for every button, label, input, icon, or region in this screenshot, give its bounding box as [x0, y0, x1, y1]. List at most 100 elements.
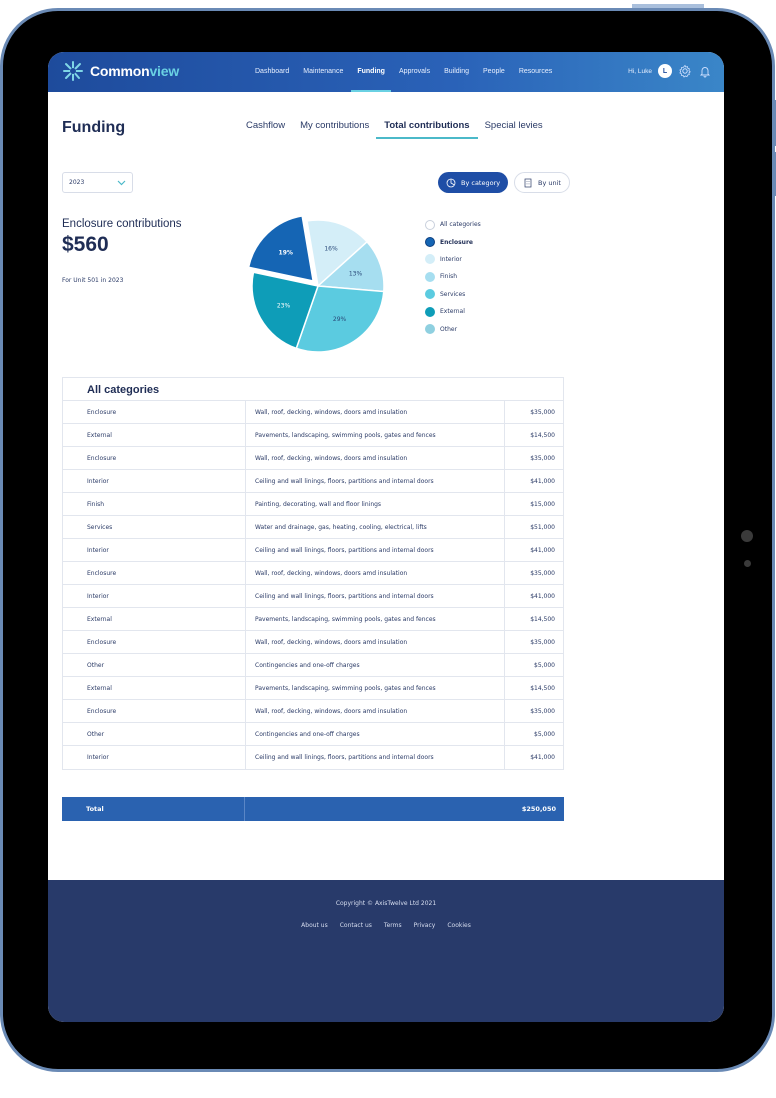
table-row: Interior Ceiling and wall linings, floors… — [63, 585, 563, 608]
row-amount: $35,000 — [530, 638, 555, 646]
year-select-value: 2023 — [69, 179, 85, 186]
legend-swatch — [425, 237, 435, 248]
legend-item-interior[interactable]: Interior — [425, 251, 481, 268]
row-amount: $5,000 — [534, 730, 555, 738]
footer-link-about[interactable]: About us — [301, 922, 328, 929]
by-unit-button[interactable]: By unit — [514, 172, 570, 193]
row-category: Interior — [63, 585, 246, 607]
legend-item-external[interactable]: External — [425, 303, 481, 320]
by-category-label: By category — [461, 178, 501, 187]
by-category-button[interactable]: By category — [438, 172, 509, 193]
footer-links: About us Contact us Terms Privacy Cookie… — [48, 922, 724, 929]
table-row: Enclosure Wall, roof, decking, windows, d… — [63, 562, 563, 585]
table-row: Enclosure Wall, roof, decking, windows, d… — [63, 700, 563, 723]
total-label: Total — [62, 797, 245, 821]
row-description: Wall, roof, decking, windows, doors amd … — [246, 447, 505, 469]
brand-logo[interactable]: Commonview — [62, 60, 179, 82]
legend-item-services[interactable]: Services — [425, 286, 481, 303]
by-unit-label: By unit — [538, 178, 561, 187]
legend-label: Interior — [440, 255, 462, 263]
row-description: Wall, roof, decking, windows, doors amd … — [246, 562, 505, 584]
row-amount: $35,000 — [530, 408, 555, 416]
device-sensor — [744, 560, 751, 567]
brand-name: Commonview — [90, 63, 179, 79]
pie-slice-external[interactable] — [251, 271, 319, 350]
row-category: Services — [63, 516, 246, 538]
pie-label-finish: 13% — [349, 270, 363, 277]
gear-icon[interactable] — [678, 64, 692, 78]
nav-item-approvals[interactable]: Approvals — [398, 68, 431, 75]
footer-link-privacy[interactable]: Privacy — [413, 922, 436, 929]
table-total-row: Total $250,050 — [62, 797, 564, 821]
legend-item-all[interactable]: All categories — [425, 216, 481, 233]
row-category: Other — [63, 654, 246, 676]
nav-item-people[interactable]: People — [483, 68, 505, 75]
top-navbar: Commonview Dashboard Maintenance Funding… — [48, 52, 724, 92]
footer: Copyright © AxisTwelve Ltd 2021 About us… — [48, 880, 724, 1022]
nav-item-building[interactable]: Building — [444, 68, 470, 75]
legend-label: Enclosure — [440, 238, 473, 246]
table-row: External Pavements, landscaping, swimming… — [63, 424, 563, 447]
tab-my-contributions[interactable]: My contributions — [300, 120, 370, 131]
nav-item-maintenance[interactable]: Maintenance — [303, 68, 344, 75]
row-description: Pavements, landscaping, swimming pools, … — [246, 424, 505, 446]
row-description: Ceiling and wall linings, floors, partit… — [246, 585, 505, 607]
footer-link-terms[interactable]: Terms — [383, 922, 402, 929]
pie-chart-icon — [446, 178, 456, 187]
category-pie-chart: 19% 16% 13% 29% 23% — [247, 215, 385, 353]
avatar[interactable]: L — [658, 64, 672, 78]
nav-item-resources[interactable]: Resources — [518, 68, 553, 75]
row-amount: $35,000 — [530, 454, 555, 462]
bell-icon[interactable] — [698, 64, 712, 78]
device-camera — [741, 530, 753, 542]
row-category: Other — [63, 723, 246, 745]
legend-swatch — [425, 324, 435, 335]
row-description: Contingencies and one-off charges — [246, 654, 505, 676]
pie-slice-services[interactable] — [295, 285, 385, 353]
nav-item-dashboard[interactable]: Dashboard — [255, 68, 290, 75]
contributions-table: All categories Enclosure Wall, roof, deck… — [62, 377, 564, 770]
row-amount: $41,000 — [530, 592, 555, 600]
row-amount: $41,000 — [530, 546, 555, 554]
row-description: Wall, roof, decking, windows, doors amd … — [246, 401, 505, 423]
footer-link-cookies[interactable]: Cookies — [447, 922, 471, 929]
pie-label-external: 23% — [277, 302, 291, 309]
contribution-note: For Unit 501 in 2023 — [62, 277, 124, 284]
row-category: Enclosure — [63, 401, 246, 423]
row-amount: $35,000 — [530, 569, 555, 577]
tab-total-contributions[interactable]: Total contributions — [376, 120, 478, 139]
footer-link-contact[interactable]: Contact us — [339, 922, 372, 929]
legend-item-finish[interactable]: Finish — [425, 268, 481, 285]
row-description: Contingencies and one-off charges — [246, 723, 505, 745]
pie-slice-interior[interactable] — [306, 219, 369, 288]
copyright: Copyright © AxisTwelve Ltd 2021 — [335, 900, 437, 907]
commonview-logo-icon — [63, 61, 83, 81]
row-description: Pavements, landscaping, swimming pools, … — [246, 608, 505, 630]
row-category: External — [63, 424, 246, 446]
table-row: Interior Ceiling and wall linings, floors… — [63, 470, 563, 493]
nav-item-funding[interactable]: Funding — [350, 52, 392, 92]
legend-item-other[interactable]: Other — [425, 320, 481, 337]
pie-slice-enclosure[interactable] — [247, 215, 315, 282]
row-description: Painting, decorating, wall and floor lin… — [246, 493, 505, 515]
table-row: Services Water and drainage, gas, heating… — [63, 516, 563, 539]
table-row: Finish Painting, decorating, wall and flo… — [63, 493, 563, 516]
table-row: Other Contingencies and one-off charges $5… — [63, 654, 563, 677]
row-category: External — [63, 608, 246, 630]
legend-label: Services — [440, 290, 466, 298]
legend-label: Other — [440, 325, 458, 333]
row-category: Enclosure — [63, 447, 246, 469]
chevron-down-icon — [117, 180, 126, 185]
table-row: Enclosure Wall, roof, decking, windows, d… — [63, 401, 563, 424]
year-select[interactable]: 2023 — [62, 172, 133, 193]
row-description: Ceiling and wall linings, floors, partit… — [246, 746, 505, 769]
table-title: All categories — [63, 378, 563, 401]
row-description: Ceiling and wall linings, floors, partit… — [246, 539, 505, 561]
table-row: External Pavements, landscaping, swimming… — [63, 608, 563, 631]
legend-swatch — [425, 289, 435, 300]
tab-cashflow[interactable]: Cashflow — [246, 120, 286, 131]
legend-label: All categories — [440, 221, 481, 229]
row-description: Ceiling and wall linings, floors, partit… — [246, 470, 505, 492]
legend-item-enclosure[interactable]: Enclosure — [425, 233, 481, 250]
tab-special-levies[interactable]: Special levies — [484, 120, 543, 131]
